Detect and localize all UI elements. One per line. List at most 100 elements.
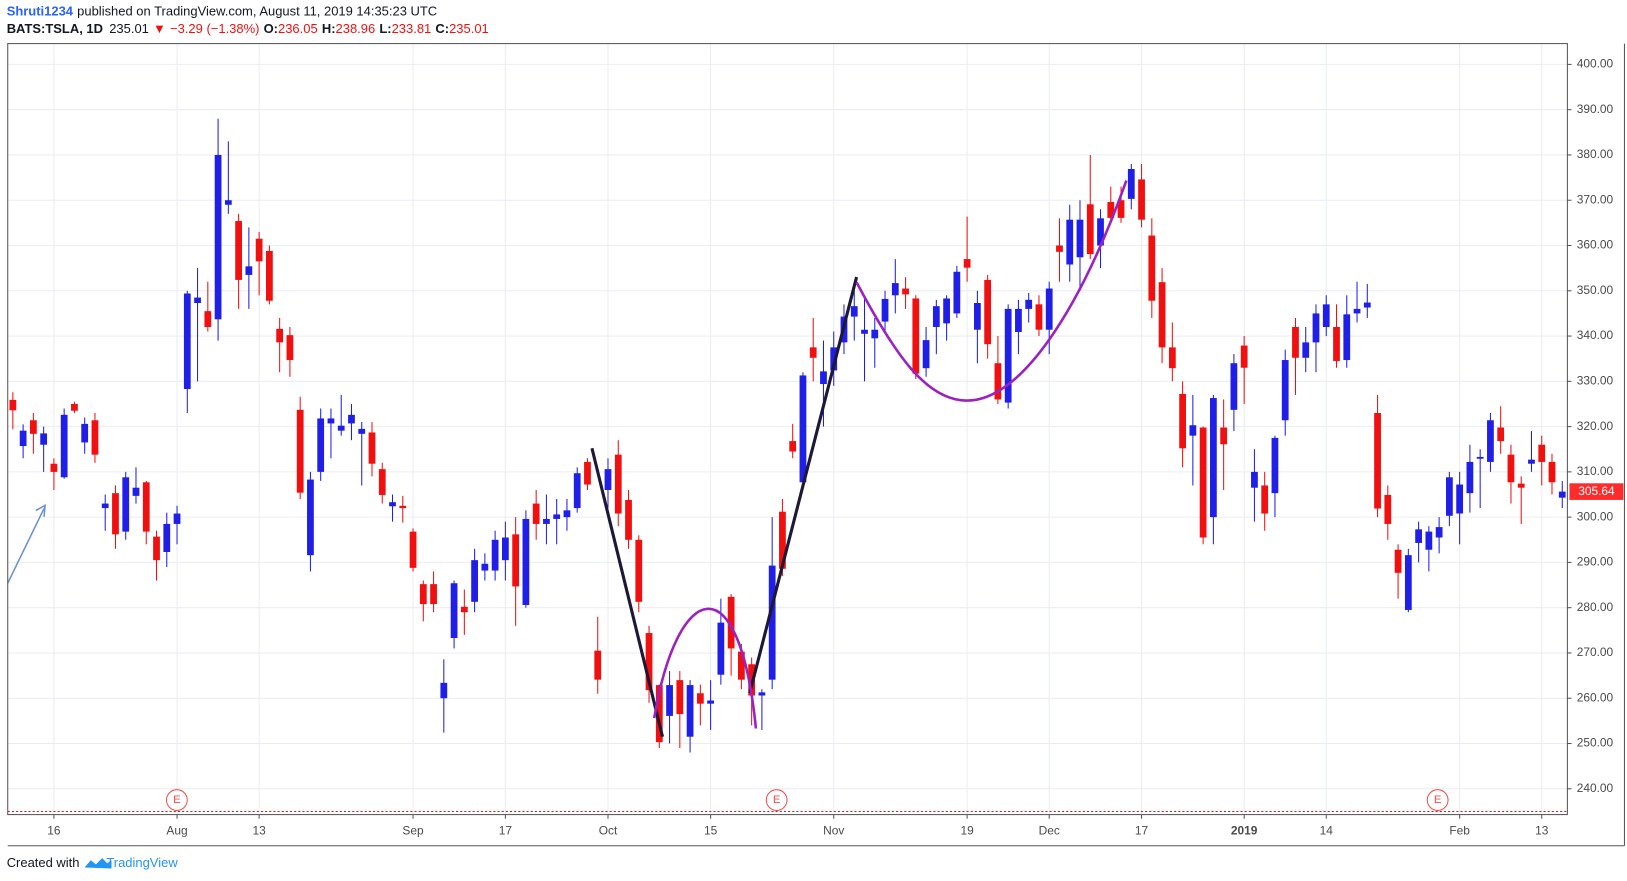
close-label: C: [435,22,449,37]
drawings [7,180,1128,738]
candle-body [1374,413,1381,509]
candle-body [1168,347,1176,369]
candle-body [19,430,27,447]
candle-body [1497,427,1505,442]
candle-body [1066,219,1074,265]
candle-body [60,414,68,478]
published: published on TradingView.com, August 11,… [77,4,437,19]
x-tick-label: Feb [1449,823,1470,837]
candle-body [1363,302,1371,308]
y-tick-label: 370.00 [1577,192,1614,206]
x-tick-label: Aug [166,823,187,837]
candle-body [1343,314,1351,361]
candle-body [1148,235,1156,301]
low-label: L: [379,22,391,37]
x-tick-label: 14 [1320,823,1334,837]
candle-body [1251,471,1258,488]
candle-body [594,650,602,680]
candle-body [573,473,581,509]
candle-body [1507,454,1515,483]
x-tick-label: Dec [1039,823,1060,837]
candle-body [861,329,868,334]
candle-body [286,335,294,361]
y-tick-label: 280.00 [1577,600,1614,614]
candle-body [799,375,807,483]
candle-body [471,560,478,602]
candle-body [1322,304,1330,327]
earnings-label: E [173,794,181,806]
candle-body [1548,461,1556,483]
candle-body [1384,494,1392,524]
candle-body [348,414,355,424]
candle-body [1425,531,1433,550]
candle-body [1404,555,1412,610]
candle-body [101,503,109,509]
candle-body [255,238,263,262]
candle-body [953,271,961,314]
candle-body [501,537,509,561]
candle-body [1189,425,1197,436]
candle-body [1045,288,1053,330]
candle-body [399,505,407,509]
candle-body [1086,204,1094,255]
candle-body [132,487,140,496]
candle-body [1558,491,1566,498]
y-tick-label: 270.00 [1577,645,1614,659]
candles [9,118,1566,753]
y-tick-label: 380.00 [1577,147,1614,161]
candle-body [224,200,232,205]
candle-body [1015,308,1022,332]
candle-body [973,302,981,330]
candle-body [112,493,119,535]
candle-body [1456,484,1464,514]
candle-body [717,622,725,675]
candle-body [1261,485,1269,514]
candle-body [317,418,325,472]
candle-body [779,511,786,569]
earnings-marker[interactable] [765,789,788,811]
candle-body [409,531,417,568]
candle-body [604,469,612,490]
candle-body [430,584,437,605]
candle-body [1538,444,1546,462]
candle-body [1004,308,1012,403]
candle-body [912,298,920,374]
change: −3.29 (−1.38%) [170,22,259,37]
candle-body [1097,218,1104,246]
arc [855,180,1128,402]
candle-body [419,584,427,605]
candle-body [1415,529,1422,543]
earnings-marker[interactable] [165,789,188,811]
candle-body [1107,202,1115,218]
candle-body [389,502,396,507]
candle-body [1209,398,1217,518]
author[interactable]: Shruti1234 [7,4,74,19]
candle-body [994,363,1002,400]
y-tick-label: 390.00 [1577,102,1614,116]
symbol: BATS:TSLA, 1D [7,22,103,37]
candle-body [276,328,284,343]
candle-body [635,539,643,602]
candle-body [820,371,827,385]
candle-body [235,221,242,280]
candle-body [327,418,335,424]
candle-body [40,433,48,445]
earnings-marker[interactable] [1426,789,1449,811]
candle-body [50,463,58,472]
footer-brand[interactable]: TradingView [106,855,178,870]
x-tick-label: 17 [499,823,513,837]
candle-body [963,259,971,268]
candle-body [358,428,366,434]
candle-body [183,293,191,390]
x-tick-label: Sep [402,823,424,837]
candle-body [337,425,345,431]
y-tick-label: 310.00 [1577,464,1614,478]
trend-line [590,447,665,738]
candle-body [614,454,622,514]
candle-body [214,154,222,320]
candle-body [1445,477,1453,516]
quote-line: BATS:TSLA, 1D 235.01 ▼ −3.29 (−1.38%) O:236.… [7,22,489,37]
candle-body [142,482,150,532]
candle-body [1528,459,1535,464]
candle-body [1517,483,1525,488]
